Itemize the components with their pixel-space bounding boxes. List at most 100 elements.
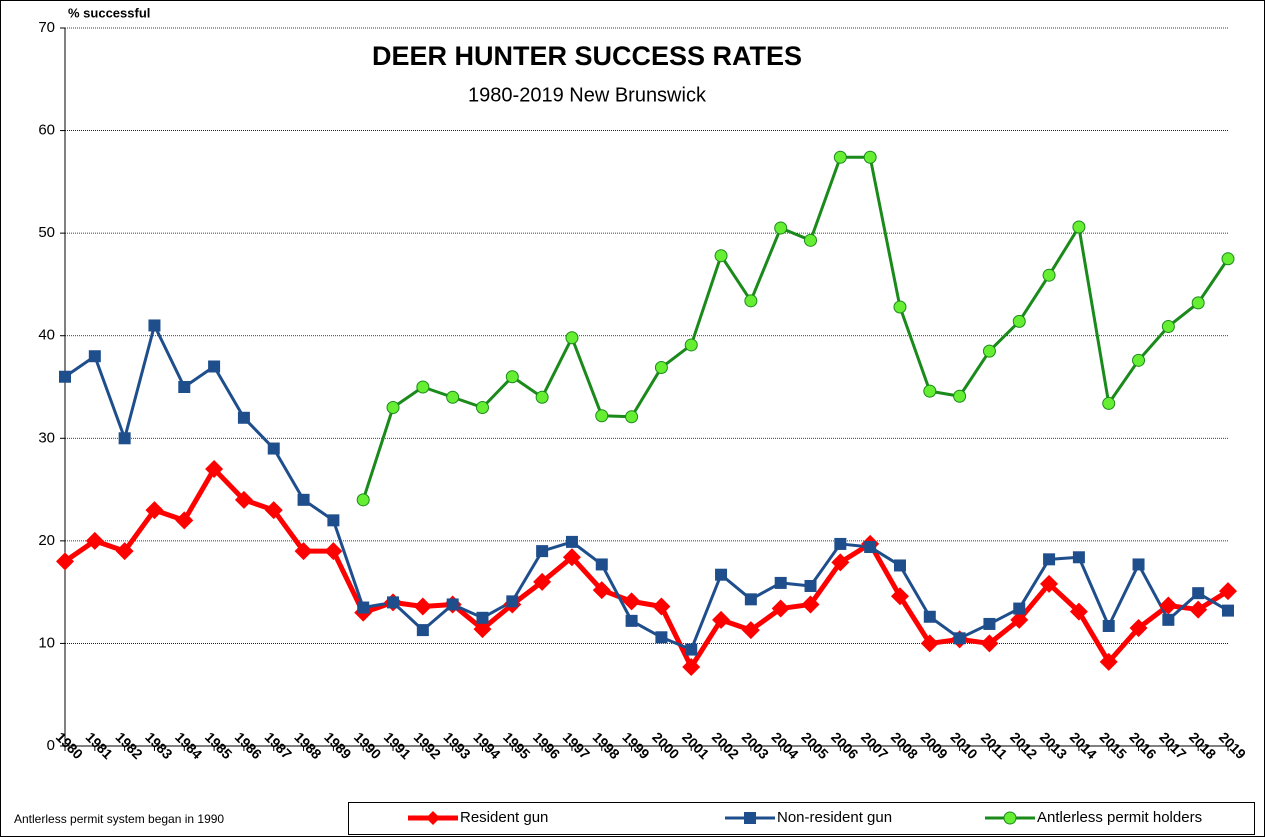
marker	[592, 581, 611, 600]
y-tick-label: 10	[38, 634, 55, 651]
marker	[863, 150, 877, 164]
marker	[148, 319, 161, 332]
series-line	[63, 466, 1230, 670]
marker	[145, 501, 164, 520]
marker	[59, 370, 71, 383]
marker	[684, 338, 698, 352]
marker	[1222, 604, 1234, 617]
marker	[1072, 551, 1085, 564]
marker	[833, 150, 847, 164]
marker	[982, 344, 996, 358]
marker	[682, 658, 701, 677]
marker	[1132, 558, 1145, 571]
marker	[535, 390, 549, 404]
marker	[357, 601, 370, 614]
marker	[1099, 652, 1118, 671]
marker	[175, 511, 194, 530]
y-tick-label: 50	[38, 224, 55, 241]
marker	[654, 361, 668, 375]
y-tick-label: 40	[38, 327, 55, 344]
marker	[714, 249, 728, 263]
marker	[1191, 296, 1205, 310]
marker	[804, 233, 818, 247]
marker	[771, 599, 790, 618]
marker	[475, 401, 489, 415]
marker	[476, 611, 489, 624]
marker	[920, 634, 939, 653]
marker	[267, 442, 280, 455]
marker	[715, 568, 728, 581]
legend-label: Antlerless permit holders	[1037, 809, 1202, 826]
chart-subtitle: 1980-2019 New Brunswick	[468, 84, 707, 106]
marker	[712, 610, 731, 629]
marker	[297, 493, 310, 506]
legend-label: Resident gun	[460, 809, 548, 826]
marker	[1162, 613, 1175, 626]
marker	[774, 576, 787, 589]
marker	[890, 587, 909, 606]
marker	[327, 514, 340, 527]
marker	[1003, 811, 1017, 825]
marker	[506, 595, 519, 608]
marker	[893, 559, 906, 572]
y-tick-label: 30	[38, 429, 55, 446]
y-tick-label: 0	[47, 737, 55, 754]
marker	[655, 631, 668, 644]
marker	[1132, 353, 1146, 367]
marker	[1012, 314, 1026, 328]
marker	[980, 634, 999, 653]
legend-label: Non-resident gun	[777, 809, 892, 826]
y-tick-label: 60	[38, 122, 55, 139]
marker	[324, 542, 343, 561]
marker	[652, 597, 671, 616]
marker	[831, 553, 850, 572]
marker	[801, 595, 820, 614]
marker	[685, 643, 698, 656]
marker	[741, 621, 760, 640]
marker	[923, 610, 936, 623]
marker	[446, 390, 460, 404]
marker	[565, 331, 579, 345]
marker	[1040, 574, 1059, 593]
marker	[1159, 596, 1178, 615]
marker	[953, 632, 966, 645]
marker	[208, 360, 221, 373]
marker	[1013, 602, 1026, 615]
marker	[234, 490, 253, 509]
marker	[446, 598, 459, 611]
annotation: Antlerless permit system began in 1990	[14, 812, 224, 826]
marker	[953, 389, 967, 403]
marker	[1072, 220, 1086, 234]
marker	[744, 593, 757, 606]
marker	[1042, 268, 1056, 282]
marker	[774, 221, 788, 235]
marker	[413, 597, 432, 616]
marker	[426, 811, 440, 825]
marker	[387, 596, 400, 609]
marker	[983, 617, 996, 630]
marker	[622, 592, 641, 611]
marker	[294, 542, 313, 561]
y-tick-label: 20	[38, 532, 55, 549]
marker	[473, 620, 492, 639]
marker	[625, 410, 639, 424]
marker	[88, 350, 101, 363]
marker	[1129, 619, 1148, 638]
marker	[744, 294, 758, 308]
marker	[923, 384, 937, 398]
marker	[115, 542, 134, 561]
marker	[565, 535, 578, 548]
marker	[1161, 319, 1175, 333]
marker	[386, 401, 400, 415]
chart-title: DEER HUNTER SUCCESS RATES	[372, 41, 802, 71]
marker	[56, 552, 74, 571]
marker	[85, 531, 104, 550]
marker	[893, 300, 907, 314]
marker	[1219, 582, 1237, 601]
marker	[1102, 396, 1116, 410]
marker	[264, 501, 283, 520]
marker	[1102, 619, 1115, 632]
marker	[118, 432, 131, 445]
legend-box	[348, 802, 1255, 835]
